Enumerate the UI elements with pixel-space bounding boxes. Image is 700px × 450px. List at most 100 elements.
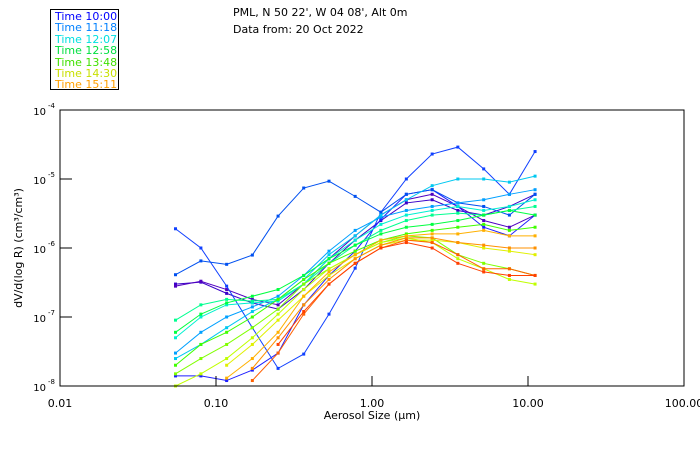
data-point — [276, 342, 280, 346]
data-point — [302, 288, 306, 292]
data-point — [225, 301, 229, 305]
data-point — [199, 330, 203, 334]
data-point — [276, 312, 280, 316]
data-point — [404, 192, 408, 196]
data-point — [353, 238, 357, 242]
data-point — [404, 225, 408, 229]
data-point — [482, 167, 486, 171]
data-point — [225, 262, 229, 266]
data-point — [353, 234, 357, 238]
data-point — [379, 246, 383, 250]
data-point — [353, 243, 357, 247]
data-point — [225, 357, 229, 361]
legend-item: Time 15:11 — [55, 78, 118, 92]
data-point — [456, 257, 460, 261]
data-point — [482, 198, 486, 202]
data-point — [482, 219, 486, 223]
data-point — [225, 291, 229, 295]
data-point — [173, 351, 177, 355]
y-tick-label: 10 — [33, 383, 46, 394]
data-point — [507, 225, 511, 229]
data-point — [507, 204, 511, 208]
legend-item: Time 14:30 — [55, 67, 118, 81]
data-point — [456, 208, 460, 212]
data-point — [276, 303, 280, 307]
data-point — [327, 312, 331, 316]
data-point — [482, 177, 486, 181]
data-point — [302, 312, 306, 316]
data-point — [250, 366, 254, 370]
data-point — [533, 150, 537, 154]
data-point — [482, 208, 486, 212]
data-point — [533, 246, 537, 250]
data-point — [456, 219, 460, 223]
data-point — [507, 267, 511, 271]
data-point — [225, 376, 229, 380]
data-point — [379, 241, 383, 245]
data-point — [533, 192, 537, 196]
data-point — [533, 213, 537, 217]
data-point — [507, 208, 511, 212]
y-tick-exponent: -4 — [48, 102, 56, 110]
legend-item: Time 13:48 — [55, 55, 118, 69]
data-point — [302, 310, 306, 314]
data-point — [456, 225, 460, 229]
data-point — [276, 330, 280, 334]
data-point — [199, 303, 203, 307]
data-point — [404, 234, 408, 238]
data-point — [302, 352, 306, 356]
data-point — [225, 297, 229, 301]
y-tick-exponent: -6 — [48, 240, 56, 248]
data-point — [327, 277, 331, 281]
data-point — [173, 227, 177, 231]
data-point — [482, 225, 486, 229]
data-point — [250, 253, 254, 257]
data-point — [250, 357, 254, 361]
data-point — [430, 236, 434, 240]
axes-frame — [59, 109, 685, 387]
data-point — [456, 211, 460, 215]
data-point — [353, 253, 357, 257]
data-point — [250, 342, 254, 346]
data-point — [199, 312, 203, 316]
data-point — [430, 198, 434, 202]
data-point — [379, 222, 383, 226]
data-point — [302, 273, 306, 277]
data-point — [199, 315, 203, 319]
data-point — [430, 204, 434, 208]
data-point — [482, 222, 486, 226]
y-axis-label: dV/d(log R) (cm³/cm³) — [12, 188, 25, 308]
data-point — [456, 204, 460, 208]
data-point — [276, 366, 280, 370]
data-point — [482, 213, 486, 217]
data-point — [276, 318, 280, 322]
data-point — [379, 210, 383, 214]
data-point — [173, 336, 177, 340]
data-point — [482, 270, 486, 274]
data-point — [430, 238, 434, 242]
data-point — [276, 307, 280, 311]
data-point — [250, 326, 254, 330]
data-point — [404, 241, 408, 245]
data-point — [353, 194, 357, 198]
data-point — [430, 188, 434, 192]
data-point — [379, 232, 383, 236]
data-point — [482, 204, 486, 208]
data-point — [507, 277, 511, 281]
data-point — [199, 372, 203, 376]
data-point — [353, 228, 357, 232]
data-point — [404, 198, 408, 202]
data-point — [507, 273, 511, 277]
data-point — [327, 249, 331, 253]
data-point — [250, 315, 254, 319]
data-point — [456, 253, 460, 257]
data-point — [456, 201, 460, 205]
data-point — [199, 342, 203, 346]
y-tick-exponent: -8 — [48, 378, 55, 386]
data-point — [250, 310, 254, 314]
data-point — [225, 284, 229, 288]
data-point — [482, 228, 486, 232]
x-tick-label: 0.10 — [204, 397, 229, 410]
data-point — [199, 374, 203, 378]
